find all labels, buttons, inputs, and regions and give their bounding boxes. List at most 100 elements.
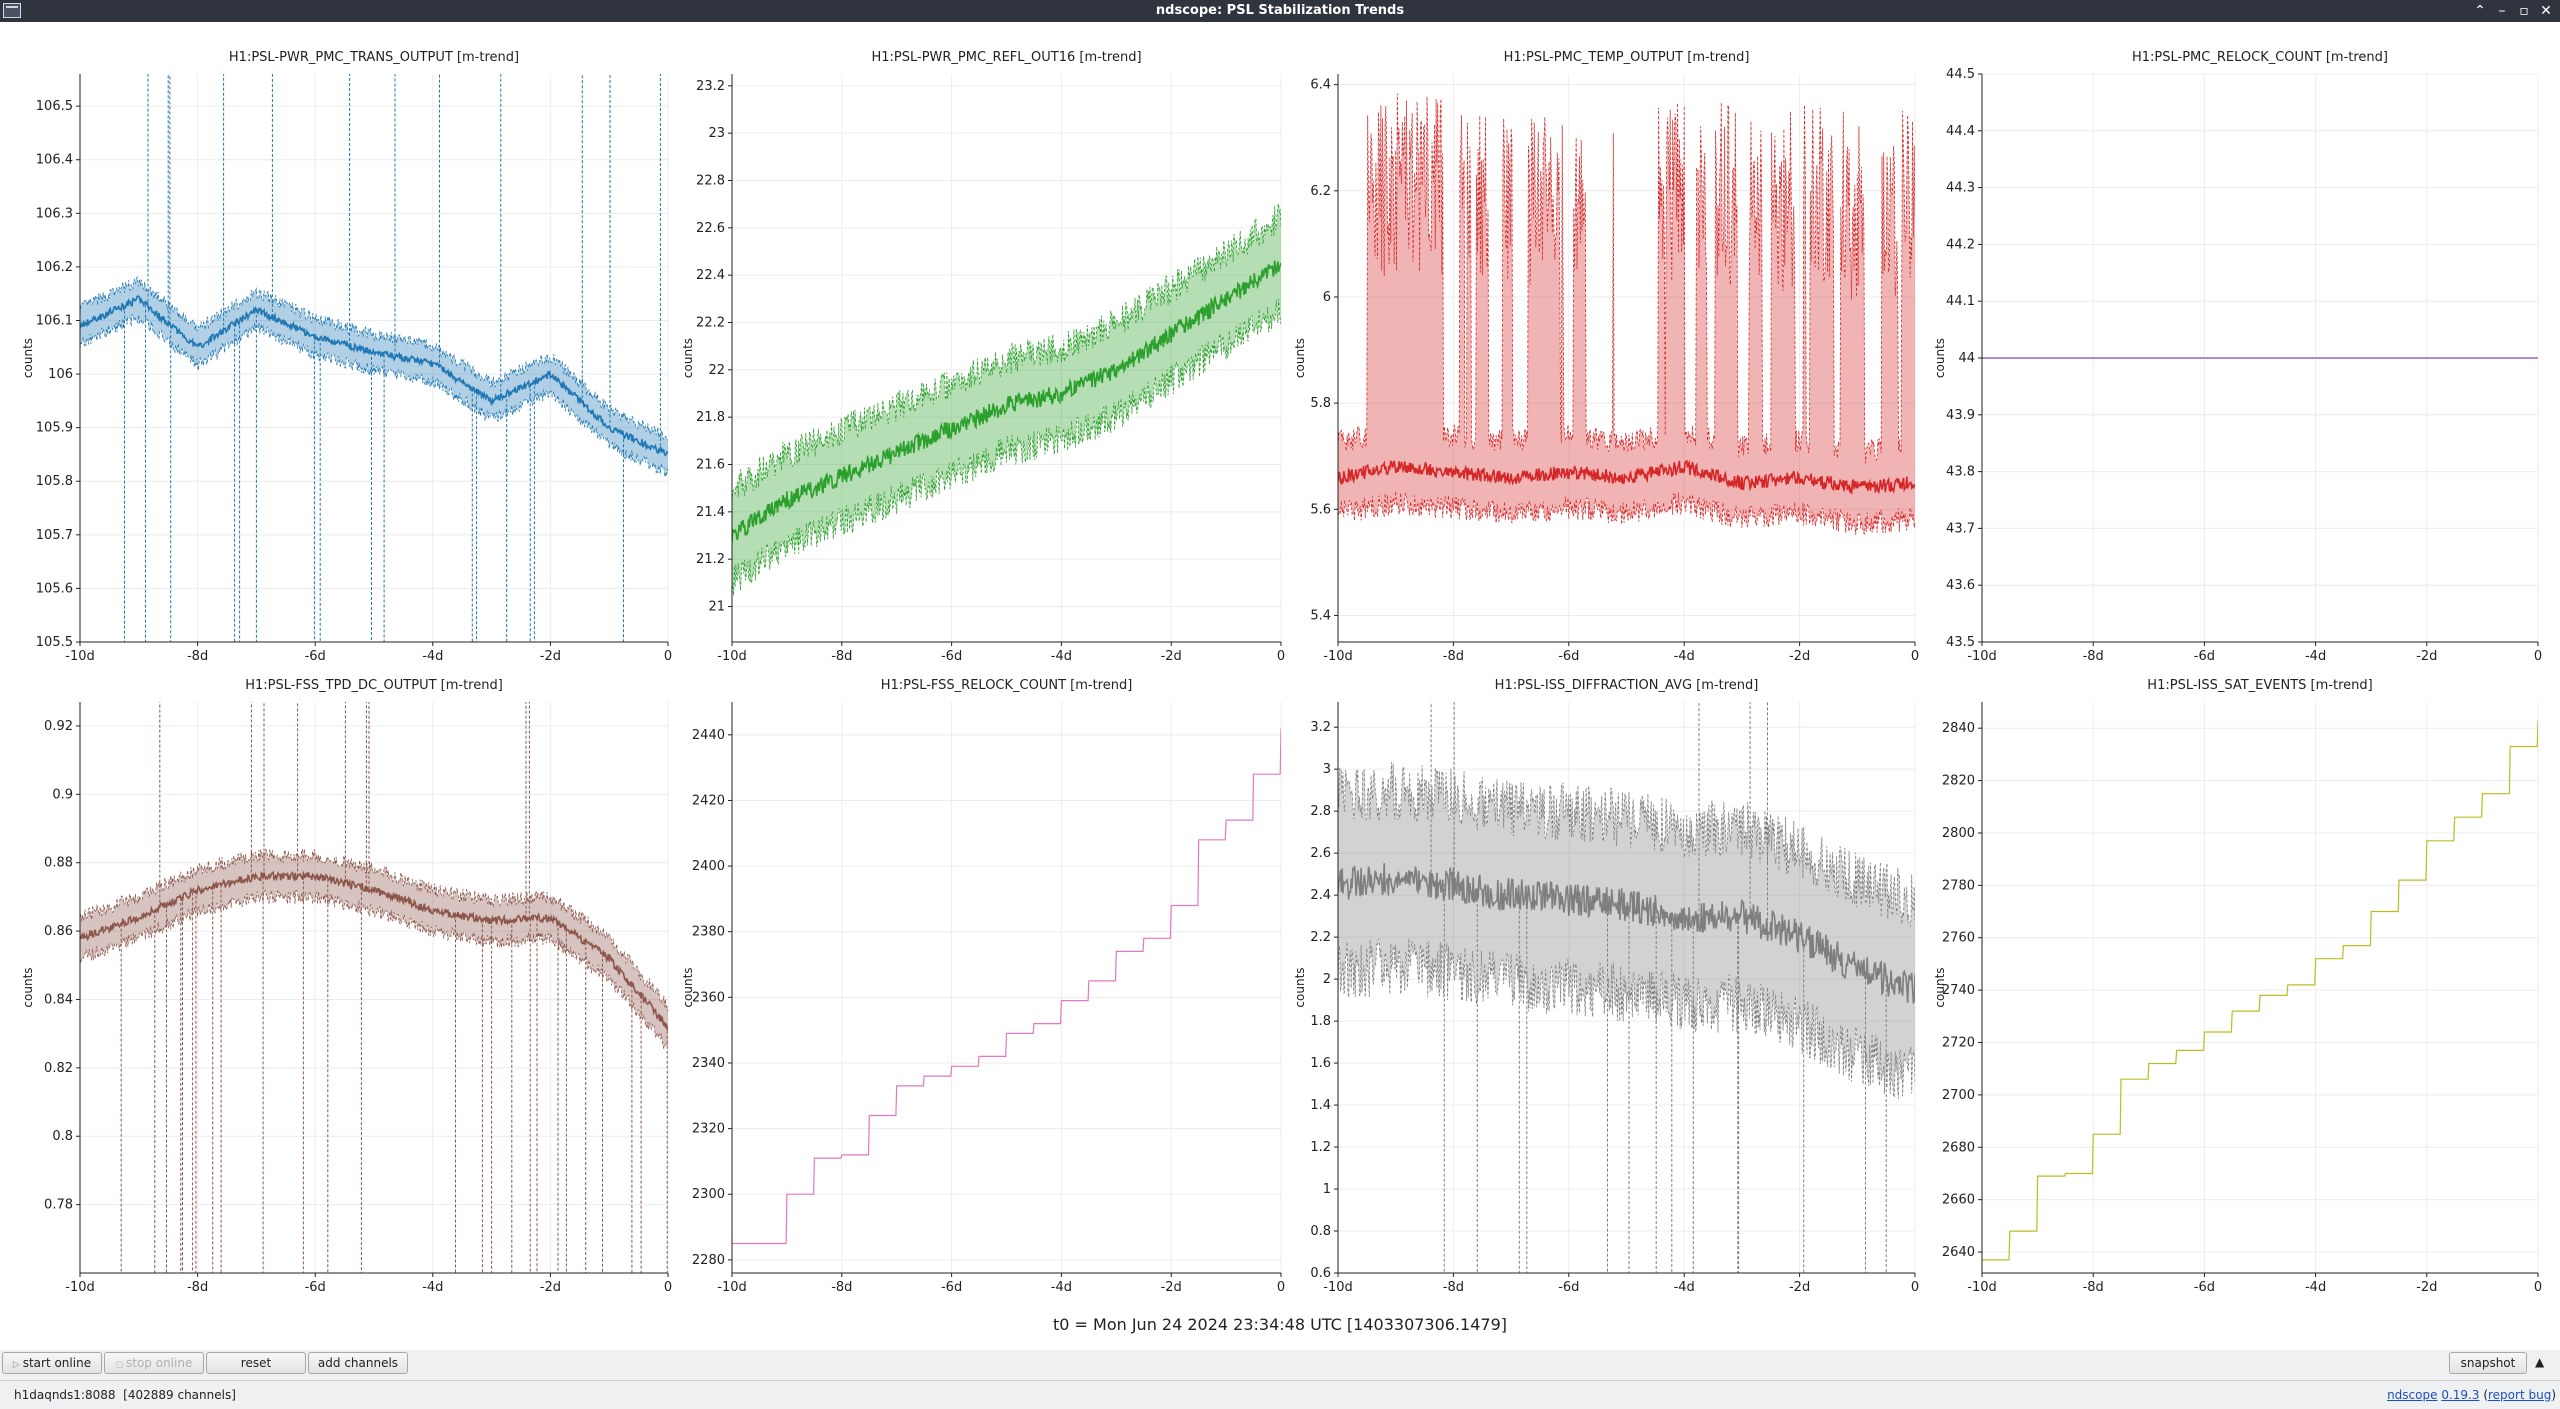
y-tick-label: 43.5: [1946, 635, 1975, 650]
y-tick-label: 0.78: [44, 1198, 73, 1213]
status-separator: [0, 1380, 2560, 1381]
y-tick-label: 44.3: [1946, 181, 1975, 196]
y-tick-label: 21.4: [696, 505, 725, 520]
y-axis-label: counts: [1933, 967, 1947, 1007]
x-tick-label: -10d: [717, 649, 747, 664]
x-tick-label: -4d: [1674, 1280, 1695, 1295]
window-maximize-icon[interactable]: ▫: [2519, 3, 2529, 19]
x-tick-label: -2d: [2416, 649, 2437, 664]
y-axis-label: counts: [21, 338, 35, 378]
y-tick-label: 105.7: [36, 528, 73, 543]
collapse-toolbar-icon[interactable]: ▲: [2535, 1355, 2545, 1369]
y-tick-label: 2800: [1942, 826, 1975, 841]
x-tick-label: -2d: [1789, 649, 1810, 664]
y-tick-label: 0.92: [44, 719, 73, 734]
window-close-icon[interactable]: ✕: [2540, 3, 2552, 19]
y-tick-label: 3.2: [1310, 720, 1331, 735]
version-info: ndscope 0.19.3 (report bug): [2387, 1388, 2556, 1402]
ndscope-link[interactable]: ndscope: [2387, 1388, 2438, 1402]
x-tick-label: -8d: [831, 1280, 852, 1295]
report-bug-link[interactable]: report bug: [2488, 1388, 2552, 1402]
y-tick-label: 5.8: [1310, 396, 1331, 411]
x-tick-label: -6d: [1558, 1280, 1579, 1295]
t0-label: t0 = Mon Jun 24 2024 23:34:48 UTC [14033…: [1052, 1315, 1508, 1334]
channel-count: [402889 channels]: [123, 1388, 236, 1402]
y-tick-label: 44: [1958, 351, 1975, 366]
y-tick-label: 0.6: [1310, 1266, 1331, 1281]
y-tick-label: 21.8: [696, 410, 725, 425]
x-tick-label: -4d: [422, 1280, 443, 1295]
version-link[interactable]: 0.19.3: [2441, 1388, 2480, 1402]
x-tick-label: -8d: [1443, 1280, 1464, 1295]
stop-online-label: stop online: [126, 1356, 193, 1370]
plot-traces: [1338, 702, 1915, 1273]
y-axis-label: counts: [681, 338, 695, 378]
y-tick-label: 44.5: [1946, 67, 1975, 82]
x-tick-label: -10d: [1967, 649, 1997, 664]
plot-1[interactable]: H1:PSL-PWR_PMC_TRANS_OUTPUT [m-trend] 105…: [21, 50, 672, 664]
y-tick-label: 23.2: [696, 79, 725, 94]
min-max-band: [80, 849, 668, 1049]
x-tick-label: -6d: [941, 1280, 962, 1295]
y-tick-label: 43.8: [1946, 465, 1975, 480]
plot-3[interactable]: H1:PSL-PMC_TEMP_OUTPUT [m-trend] 5.4 5.6 5.…: [1293, 50, 1919, 664]
x-tick-label: -4d: [1051, 649, 1072, 664]
x-tick-label: -4d: [2305, 649, 2326, 664]
y-tick-label: 1: [1323, 1182, 1331, 1197]
plot-title: H1:PSL-PMC_RELOCK_COUNT [m-trend]: [2132, 50, 2388, 65]
min-max-band: [1338, 93, 1915, 535]
add-channels-button[interactable]: add channels: [308, 1352, 408, 1374]
window-minimize-icon[interactable]: –: [2498, 3, 2506, 19]
y-tick-label: 5.6: [1310, 502, 1331, 517]
y-tick-label: 2300: [692, 1187, 725, 1202]
plot-5[interactable]: H1:PSL-FSS_TPD_DC_OUTPUT [m-trend] 0.78 0.…: [21, 678, 672, 1295]
plot-traces: [80, 74, 668, 642]
y-tick-label: 2720: [1942, 1036, 1975, 1051]
min-trace: [80, 313, 668, 478]
x-tick-label: -4d: [2305, 1280, 2326, 1295]
start-online-button[interactable]: ▷ start online: [2, 1352, 102, 1374]
y-tick-label: 44.2: [1946, 237, 1975, 252]
y-tick-label: 0.88: [44, 856, 73, 871]
y-tick-label: 2660: [1942, 1193, 1975, 1208]
window-keep-above-icon[interactable]: ⌃: [2474, 3, 2486, 19]
plot-title: H1:PSL-PMC_TEMP_OUTPUT [m-trend]: [1504, 50, 1750, 65]
mean-trace: [732, 260, 1281, 543]
plot-7[interactable]: H1:PSL-ISS_DIFFRACTION_AVG [m-trend] 0.6 0…: [1293, 678, 1919, 1295]
y-tick-label: 2: [1323, 972, 1331, 987]
plot-8[interactable]: H1:PSL-ISS_SAT_EVENTS [m-trend] 2640 2660 2…: [1933, 678, 2542, 1295]
plot-6[interactable]: H1:PSL-FSS_RELOCK_COUNT [m-trend] 2280 230…: [681, 678, 1285, 1295]
server-address: h1daqnds1:8088: [14, 1388, 116, 1402]
series-line: [732, 728, 1281, 1245]
y-tick-label: 2.4: [1310, 888, 1331, 903]
x-tick-label: -4d: [1051, 1280, 1072, 1295]
y-tick-label: 22: [708, 363, 725, 378]
y-tick-label: 6.4: [1310, 78, 1331, 93]
mean-trace: [1338, 863, 1915, 1005]
start-online-label: start online: [22, 1356, 92, 1370]
y-tick-label: 106.3: [36, 206, 73, 221]
x-tick-label: 0: [1911, 1280, 1919, 1295]
plot-traces: [732, 203, 1281, 596]
series-line: [1982, 720, 2538, 1261]
reset-button[interactable]: reset: [206, 1352, 306, 1374]
plot-2[interactable]: H1:PSL-PWR_PMC_REFL_OUT16 [m-trend] 21 21.…: [681, 50, 1285, 664]
y-tick-label: 106: [48, 367, 73, 382]
snapshot-button[interactable]: snapshot: [2449, 1352, 2527, 1374]
y-tick-label: 2760: [1942, 931, 1975, 946]
plot-title: H1:PSL-FSS_RELOCK_COUNT [m-trend]: [881, 678, 1133, 693]
x-tick-label: -2d: [1161, 1280, 1182, 1295]
y-tick-label: 22.4: [696, 268, 725, 283]
y-tick-label: 0.84: [44, 992, 73, 1007]
y-tick-label: 2680: [1942, 1140, 1975, 1155]
y-tick-label: 2.6: [1310, 846, 1331, 861]
y-tick-label: 106.4: [36, 153, 73, 168]
stop-online-button[interactable]: ◻ stop online: [104, 1352, 204, 1374]
x-tick-label: -10d: [65, 1280, 95, 1295]
min-max-band: [80, 277, 668, 477]
y-tick-label: 106.1: [36, 313, 73, 328]
plot-4[interactable]: H1:PSL-PMC_RELOCK_COUNT [m-trend] 43.5 43.…: [1933, 50, 2542, 664]
x-tick-label: -10d: [1323, 1280, 1353, 1295]
y-tick-label: 2840: [1942, 721, 1975, 736]
plot-traces: [732, 728, 1281, 1245]
